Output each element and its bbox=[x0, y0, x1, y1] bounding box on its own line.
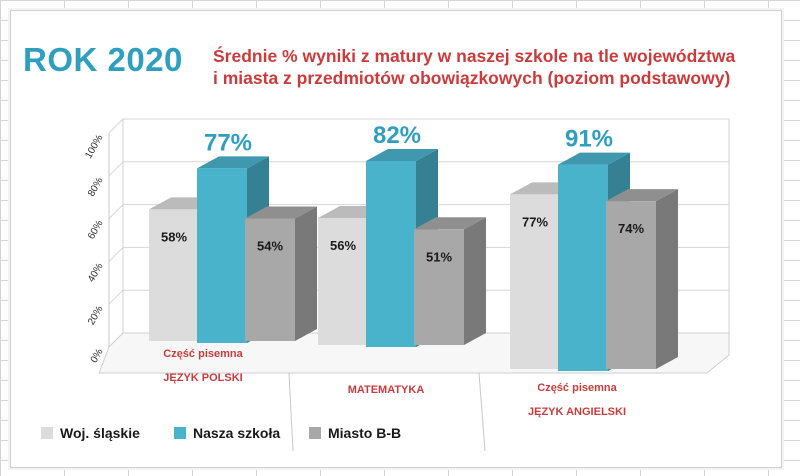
legend-swatch-woj bbox=[41, 427, 53, 439]
gridline-side bbox=[108, 247, 124, 262]
y-tick-label: 40% bbox=[86, 261, 106, 284]
bar-top bbox=[558, 152, 630, 165]
chart-title-line-1: Średnie % wyniki z matury w naszej szkol… bbox=[213, 46, 736, 66]
legend-label-woj: Woj. śląskie bbox=[60, 425, 140, 441]
y-tick-label: 80% bbox=[86, 176, 106, 199]
legend-label-miasto: Miasto B-B bbox=[328, 425, 402, 441]
category-label: MATEMATYKA bbox=[348, 384, 425, 396]
gridline-side bbox=[108, 161, 124, 177]
gridline-side bbox=[108, 204, 124, 219]
legend-swatch-szkola bbox=[174, 427, 186, 439]
legend-swatch-miasto bbox=[309, 427, 321, 439]
bar-top bbox=[366, 148, 438, 161]
data-label-miasto: 51% bbox=[426, 249, 452, 264]
data-label-szkola: 82% bbox=[373, 122, 421, 149]
bar-side bbox=[656, 189, 678, 369]
bar: 77% bbox=[197, 129, 269, 343]
data-label-woj: 56% bbox=[330, 238, 356, 253]
data-label-woj: 58% bbox=[161, 229, 187, 244]
category-label: Część pisemna bbox=[537, 382, 617, 394]
chart-plot: 0%20%40%60%80%100%58%77%54% 56%82%51%77%9… bbox=[83, 118, 730, 452]
bar-top bbox=[245, 206, 317, 219]
category-label: JĘZYK ANGIELSKI bbox=[528, 406, 626, 418]
bar-top bbox=[197, 156, 269, 169]
data-label-szkola: 77% bbox=[204, 129, 252, 156]
gridline-side bbox=[108, 289, 124, 305]
bar-side bbox=[464, 217, 486, 345]
y-tick-label: 100% bbox=[83, 133, 105, 161]
bar-front bbox=[366, 160, 416, 347]
data-label-miasto: 54% bbox=[257, 239, 283, 254]
category-label: JĘZYK POLSKI bbox=[163, 372, 242, 384]
bar-front bbox=[318, 217, 368, 345]
category-divider bbox=[478, 372, 486, 452]
chart-title: Średnie % wyniki z matury w naszej szkol… bbox=[213, 45, 773, 89]
bar-front bbox=[197, 168, 247, 343]
bar-front bbox=[414, 229, 464, 345]
chart-title-line-2: i miasta z przedmiotów obowiązkowych (po… bbox=[213, 68, 731, 88]
bar-front bbox=[558, 164, 608, 371]
gridline-side bbox=[108, 118, 124, 134]
y-tick-label: 60% bbox=[86, 219, 106, 242]
bars: 58% 77% 54% 56% 82% 51% 77% 91% 74% bbox=[149, 122, 678, 371]
category-labels: Część pisemna JĘZYK POLSKI MATEMATYKA Część… bbox=[163, 348, 626, 418]
data-label-miasto: 74% bbox=[618, 221, 644, 236]
bar: 51% bbox=[414, 217, 486, 345]
bar: 54% bbox=[245, 206, 317, 341]
bar: 74% bbox=[606, 189, 678, 369]
y-tick-label: 20% bbox=[86, 304, 106, 327]
y-axis-ticks: 0%20%40%60%80%100% bbox=[83, 133, 105, 365]
category-divider bbox=[288, 372, 294, 452]
legend-woj: Woj. śląskie bbox=[41, 423, 140, 443]
bar-top bbox=[414, 217, 486, 230]
bar-front bbox=[245, 218, 295, 341]
chart-area: ROK 2020 Średnie % wyniki z matury w nas… bbox=[10, 10, 782, 468]
bar-side bbox=[295, 206, 317, 341]
year-title: ROK 2020 bbox=[23, 41, 183, 78]
bar-front bbox=[510, 194, 560, 369]
data-label-szkola: 91% bbox=[565, 126, 613, 153]
legend-szkola: Nasza szkoła bbox=[174, 423, 280, 443]
category-label: Część pisemna bbox=[163, 348, 243, 360]
bar-top bbox=[606, 189, 678, 202]
legend-label-szkola: Nasza szkoła bbox=[193, 425, 281, 441]
bar-front bbox=[149, 209, 199, 341]
data-label-woj: 77% bbox=[522, 214, 548, 229]
legend-miasto: Miasto B-B bbox=[309, 423, 401, 443]
bar-front bbox=[606, 201, 656, 369]
